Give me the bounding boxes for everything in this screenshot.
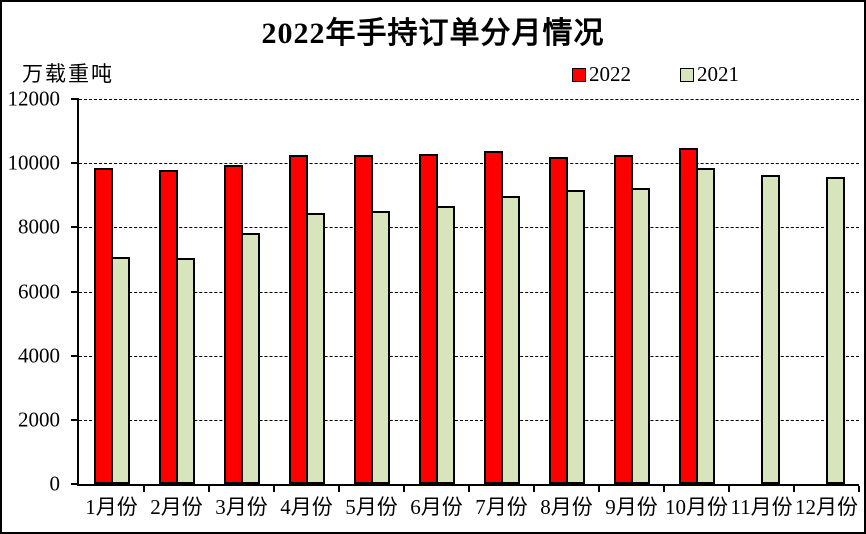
x-tick-mark-7 bbox=[533, 486, 535, 492]
y-tick-mark-8000 bbox=[71, 226, 79, 229]
y-tick-mark-12000 bbox=[71, 98, 79, 100]
y-tick-mark-6000 bbox=[71, 290, 79, 293]
x-tick-mark-4 bbox=[337, 486, 340, 492]
y-tick-mark-0 bbox=[71, 483, 79, 485]
y-tick-label-8000: 8000 bbox=[18, 214, 60, 239]
bar-2021-7月份 bbox=[500, 196, 520, 484]
x-label-10月份: 10月份 bbox=[665, 495, 728, 519]
gridline-4000 bbox=[79, 355, 859, 357]
chart-title: 2022年手持订单分月情况 bbox=[261, 17, 605, 50]
y-tick-mark-10000 bbox=[71, 162, 79, 165]
category-slot-1月份 bbox=[79, 99, 144, 484]
bar-2021-2月份 bbox=[175, 258, 195, 484]
x-label-4月份: 4月份 bbox=[280, 495, 333, 519]
legend-item-2022: 2022 bbox=[572, 62, 631, 87]
gridline-12000 bbox=[79, 99, 859, 100]
x-tick-mark-5 bbox=[403, 486, 405, 492]
category-slot-11月份 bbox=[729, 99, 794, 484]
x-tick-mark-10 bbox=[728, 486, 730, 492]
x-tick-mark-1 bbox=[142, 486, 145, 492]
legend-swatch-2022 bbox=[572, 67, 586, 82]
bar-2021-9月份 bbox=[630, 187, 650, 484]
category-slot-10月份 bbox=[664, 99, 729, 484]
x-label-12月份: 12月份 bbox=[795, 495, 858, 519]
bar-2021-3月份 bbox=[240, 232, 260, 484]
bar-2021-6月份 bbox=[435, 206, 455, 484]
y-tick-label-12000: 12000 bbox=[7, 86, 61, 111]
x-label-8月份: 8月份 bbox=[540, 495, 593, 519]
bars-layer bbox=[79, 99, 859, 484]
x-label-7月份: 7月份 bbox=[475, 495, 528, 519]
gridline-2000 bbox=[79, 419, 859, 421]
x-label-9月份: 9月份 bbox=[605, 495, 658, 519]
y-tick-mark-2000 bbox=[71, 418, 79, 421]
x-label-6月份: 6月份 bbox=[410, 495, 463, 519]
gridline-6000 bbox=[79, 291, 859, 293]
x-tick-mark-11 bbox=[793, 486, 795, 492]
bar-2021-1月份 bbox=[110, 256, 130, 484]
x-axis-labels: 1月份 2月份 3月份 4月份 5月份 6月份 7月份 8月份 9月份 10月份 11月份 12月份 bbox=[79, 491, 859, 521]
bar-2021-4月份 bbox=[305, 213, 325, 484]
bar-2021-12月份 bbox=[825, 176, 845, 484]
x-label-1月份: 1月份 bbox=[85, 495, 138, 519]
x-label-2月份: 2月份 bbox=[150, 495, 203, 519]
bar-2021-10月份 bbox=[695, 168, 715, 484]
category-slot-6月份 bbox=[404, 99, 469, 484]
y-tick-label-2000: 2000 bbox=[18, 407, 60, 432]
y-tick-label-6000: 6000 bbox=[18, 279, 60, 303]
x-label-5月份: 5月份 bbox=[345, 495, 398, 519]
category-slot-12月份 bbox=[794, 99, 859, 484]
bar-2021-8月份 bbox=[565, 190, 585, 484]
x-tick-mark-2 bbox=[207, 486, 210, 492]
category-slot-8月份 bbox=[534, 99, 599, 484]
legend-swatch-2021 bbox=[680, 67, 694, 82]
category-slot-5月份 bbox=[339, 99, 404, 484]
y-tick-label-0: 0 bbox=[49, 471, 61, 496]
y-tick-label-4000: 4000 bbox=[18, 343, 60, 368]
y-tick-mark-4000 bbox=[71, 354, 79, 357]
x-label-3月份: 3月份 bbox=[215, 495, 268, 519]
category-slot-9月份 bbox=[599, 99, 664, 484]
gridline-8000 bbox=[79, 227, 859, 229]
x-tick-mark-12 bbox=[858, 486, 860, 492]
x-tick-mark-6 bbox=[468, 486, 470, 492]
x-tick-mark-8 bbox=[597, 486, 600, 492]
category-slot-3月份 bbox=[209, 99, 274, 484]
bar-2021-5月份 bbox=[370, 211, 390, 484]
x-axis-tick-marks bbox=[79, 486, 860, 492]
x-tick-mark-3 bbox=[273, 486, 275, 492]
y-axis-tick-marks bbox=[71, 98, 79, 485]
x-tick-mark-9 bbox=[663, 486, 665, 492]
category-slot-2月份 bbox=[144, 99, 209, 484]
legend-item-2021: 2021 bbox=[680, 62, 739, 87]
category-slot-4月份 bbox=[274, 99, 339, 484]
gridline-10000 bbox=[79, 163, 859, 165]
legend-label-2022: 2022 bbox=[589, 62, 631, 86]
y-tick-label-10000: 10000 bbox=[7, 150, 61, 175]
y-axis-tick-labels: 12000 10000 8000 6000 4000 2000 0 bbox=[2, 87, 61, 496]
category-slot-7月份 bbox=[469, 99, 534, 484]
legend: 2022 2021 bbox=[572, 62, 739, 87]
y-axis-unit-label: 万载重吨 bbox=[22, 62, 114, 86]
legend-label-2021: 2021 bbox=[697, 62, 739, 86]
x-label-11月份: 11月份 bbox=[730, 495, 793, 519]
plot-area bbox=[77, 99, 859, 486]
bar-2021-11月份 bbox=[760, 174, 780, 484]
